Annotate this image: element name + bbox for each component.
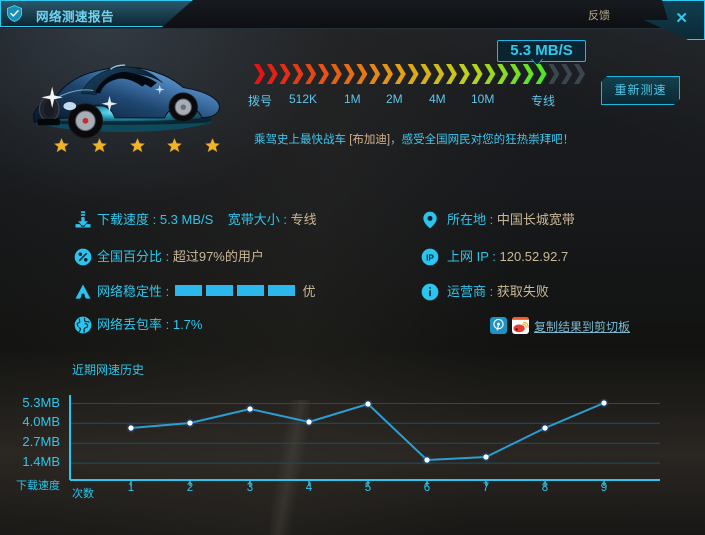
svg-text:IP: IP <box>426 252 434 262</box>
